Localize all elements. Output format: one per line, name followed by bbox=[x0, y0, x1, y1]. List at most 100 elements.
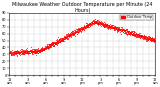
Point bbox=[100, 21, 103, 22]
Point bbox=[47, 47, 49, 48]
Point bbox=[79, 30, 82, 32]
Point bbox=[71, 34, 73, 35]
Point bbox=[71, 31, 74, 33]
Point bbox=[108, 26, 111, 27]
Point bbox=[131, 33, 134, 34]
Point bbox=[64, 36, 66, 38]
Point bbox=[10, 52, 12, 53]
Point bbox=[103, 26, 106, 27]
Point bbox=[59, 41, 61, 43]
Point bbox=[66, 35, 68, 37]
Point bbox=[140, 36, 143, 37]
Point bbox=[57, 38, 60, 39]
Point bbox=[51, 44, 53, 45]
Point bbox=[48, 45, 51, 46]
Point bbox=[13, 52, 16, 53]
Point bbox=[101, 23, 103, 24]
Point bbox=[90, 21, 92, 23]
Point bbox=[131, 34, 134, 35]
Point bbox=[33, 48, 36, 50]
Point bbox=[78, 30, 80, 31]
Point bbox=[124, 29, 126, 30]
Point bbox=[113, 25, 116, 27]
Point bbox=[24, 51, 26, 52]
Point bbox=[83, 26, 85, 28]
Point bbox=[43, 48, 46, 49]
Point bbox=[128, 33, 130, 34]
Point bbox=[27, 52, 30, 53]
Point bbox=[82, 26, 85, 28]
Point bbox=[121, 30, 124, 31]
Point bbox=[86, 24, 89, 25]
Point bbox=[15, 53, 18, 54]
Point bbox=[12, 52, 15, 54]
Point bbox=[26, 51, 29, 53]
Point bbox=[42, 48, 45, 49]
Point bbox=[128, 33, 131, 35]
Point bbox=[30, 51, 32, 53]
Point bbox=[38, 50, 41, 51]
Point bbox=[13, 54, 16, 56]
Point bbox=[70, 33, 73, 34]
Point bbox=[97, 21, 100, 22]
Point bbox=[118, 29, 121, 31]
Point bbox=[128, 32, 131, 34]
Point bbox=[58, 40, 60, 41]
Point bbox=[112, 27, 115, 28]
Point bbox=[83, 27, 86, 29]
Point bbox=[102, 22, 105, 23]
Point bbox=[61, 39, 64, 40]
Point bbox=[143, 35, 145, 36]
Point bbox=[125, 33, 127, 34]
Point bbox=[60, 38, 63, 40]
Point bbox=[43, 48, 45, 50]
Point bbox=[9, 51, 11, 53]
Point bbox=[109, 24, 112, 25]
Point bbox=[75, 31, 77, 32]
Point bbox=[128, 31, 130, 33]
Point bbox=[65, 37, 68, 38]
Point bbox=[122, 30, 125, 31]
Point bbox=[28, 51, 30, 52]
Point bbox=[148, 39, 150, 40]
Point bbox=[69, 35, 72, 37]
Point bbox=[49, 45, 51, 46]
Point bbox=[8, 50, 11, 52]
Point bbox=[71, 33, 73, 34]
Point bbox=[90, 21, 93, 23]
Point bbox=[145, 40, 148, 42]
Point bbox=[144, 36, 146, 38]
Point bbox=[152, 39, 154, 40]
Point bbox=[67, 35, 70, 37]
Point bbox=[98, 23, 100, 24]
Point bbox=[63, 36, 65, 38]
Point bbox=[57, 41, 60, 43]
Point bbox=[122, 31, 125, 32]
Point bbox=[119, 28, 121, 30]
Point bbox=[13, 52, 16, 54]
Point bbox=[62, 39, 65, 41]
Point bbox=[91, 21, 93, 23]
Point bbox=[104, 25, 107, 26]
Point bbox=[80, 28, 83, 29]
Point bbox=[113, 29, 116, 31]
Point bbox=[67, 35, 70, 36]
Point bbox=[86, 26, 89, 27]
Point bbox=[9, 55, 12, 56]
Point bbox=[117, 30, 119, 31]
Point bbox=[78, 28, 81, 30]
Point bbox=[117, 28, 120, 29]
Point bbox=[35, 49, 38, 50]
Point bbox=[57, 42, 59, 43]
Point bbox=[101, 25, 104, 26]
Point bbox=[117, 29, 120, 30]
Point bbox=[153, 40, 156, 41]
Point bbox=[70, 33, 73, 34]
Point bbox=[23, 51, 26, 52]
Point bbox=[51, 42, 54, 43]
Point bbox=[19, 49, 21, 51]
Point bbox=[132, 34, 134, 36]
Point bbox=[67, 36, 69, 37]
Point bbox=[39, 48, 42, 50]
Point bbox=[60, 40, 63, 41]
